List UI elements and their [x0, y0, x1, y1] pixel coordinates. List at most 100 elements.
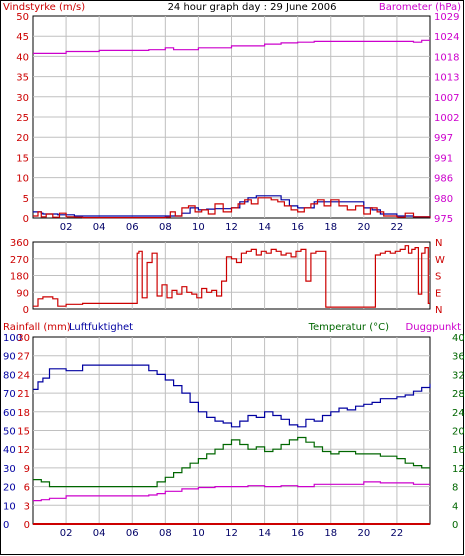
x-tick-label: 10 [192, 222, 205, 233]
compass-tick-label: E [435, 288, 441, 299]
rainfall-tick-label: 9 [24, 464, 30, 475]
compass-tick-label: N [435, 238, 442, 249]
humidity-tick-label: 40 [3, 445, 16, 456]
humidity-tick-label: 70 [3, 389, 16, 400]
temperature-tick-label: 8 [452, 483, 458, 494]
temperature-tick-label: 28 [452, 389, 465, 400]
barometer-tick-label: 980 [434, 194, 453, 205]
wind-tick-label: 5 [23, 194, 29, 205]
dewpoint-series [33, 481, 430, 502]
x-tick-label: 12 [225, 222, 238, 233]
humidity-tick-label: 50 [3, 427, 16, 438]
temperature-tick-label: 0 [452, 520, 458, 531]
x-tick-label: 12 [225, 528, 238, 539]
x-tick-label: 10 [192, 528, 205, 539]
rainfall-tick-label: 27 [17, 352, 30, 363]
humidity-tick-label: 20 [3, 483, 16, 494]
x-tick-label: 16 [291, 528, 304, 539]
x-tick-label: 14 [258, 222, 271, 233]
x-tick-label: 22 [391, 528, 404, 539]
temperature-tick-label: 36 [452, 352, 465, 363]
barometer-tick-label: 975 [434, 214, 453, 225]
x-tick-label: 08 [159, 528, 172, 539]
humidity-tick-label: 80 [3, 370, 16, 381]
wind-tick-label: 30 [16, 93, 29, 104]
temperature-tick-label: 16 [452, 445, 465, 456]
temperature-tick-label: 12 [452, 464, 465, 475]
rainfall-tick-label: 12 [17, 445, 30, 456]
x-tick-label: 04 [93, 528, 106, 539]
x-tick-label: 16 [291, 222, 304, 233]
x-tick-label: 02 [60, 222, 73, 233]
gust-series [33, 197, 431, 219]
direction-series [33, 245, 430, 308]
x-tick-label: 08 [159, 222, 172, 233]
barometer-tick-label: 1002 [434, 113, 459, 124]
wind-tick-label: 15 [16, 153, 29, 164]
rainfall-tick-label: 24 [17, 370, 30, 381]
barometer-tick-label: 1007 [434, 93, 459, 104]
barometer-series [33, 39, 430, 54]
wind-axis-label: Vindstyrke (m/s) [3, 2, 85, 13]
x-tick-label: 02 [60, 528, 73, 539]
temperature-tick-label: 4 [452, 501, 458, 512]
rainfall-tick-label: 18 [17, 408, 30, 419]
humidity-tick-label: 90 [3, 352, 16, 363]
temperature-tick-label: 40 [452, 333, 465, 344]
barometer-tick-label: 1029 [434, 12, 459, 23]
temperature-tick-label: 20 [452, 427, 465, 438]
barometer-tick-label: 1018 [434, 52, 459, 63]
graph-title: 24 hour graph day : 29 June 2006 [168, 2, 337, 13]
compass-tick-label: W [435, 255, 445, 266]
direction-tick-label: 270 [10, 255, 29, 266]
wind-tick-label: 10 [16, 174, 29, 185]
barometer-axis-label: Barometer (hPa) [379, 2, 461, 13]
rainfall-tick-label: 6 [24, 483, 30, 494]
barometer-tick-label: 997 [434, 133, 453, 144]
wind-tick-label: 40 [16, 52, 29, 63]
rainfall-tick-label: 30 [17, 333, 30, 344]
humidity-tick-label: 60 [3, 408, 16, 419]
x-tick-label: 06 [126, 222, 139, 233]
rainfall-tick-label: 21 [17, 389, 30, 400]
wind-tick-label: 20 [16, 133, 29, 144]
barometer-tick-label: 1013 [434, 73, 459, 84]
wind-tick-label: 25 [16, 113, 29, 124]
humidity-series [33, 364, 431, 428]
x-tick-label: 18 [324, 222, 337, 233]
x-tick-label: 14 [258, 528, 271, 539]
barometer-tick-label: 986 [434, 174, 453, 185]
compass-tick-label: S [435, 272, 441, 283]
humidity-tick-label: 30 [3, 464, 16, 475]
barometer-tick-label: 1024 [434, 32, 459, 43]
x-tick-label: 18 [324, 528, 337, 539]
direction-tick-label: 180 [10, 272, 29, 283]
humidity-tick-label: 0 [3, 520, 9, 531]
compass-tick-label: N [435, 305, 442, 316]
rainfall-tick-label: 0 [24, 520, 30, 531]
temperature-axis-label: Temperatur (°C) [308, 322, 389, 333]
x-tick-label: 20 [357, 528, 370, 539]
temperature-tick-label: 32 [452, 370, 465, 381]
humidity-temperature-panel: 0102030405060708090100036912151821242730… [3, 333, 465, 539]
barometer-tick-label: 991 [434, 153, 453, 164]
dewpoint-axis-label: Duggpunkt [406, 322, 462, 333]
humidity-tick-label: 100 [3, 333, 22, 344]
wind-tick-label: 50 [16, 12, 29, 23]
x-tick-label: 04 [93, 222, 106, 233]
temperature-tick-label: 24 [452, 408, 465, 419]
humidity-axis-label: Luftfuktighet [69, 322, 133, 333]
direction-tick-label: 360 [10, 238, 29, 249]
wind-tick-label: 35 [16, 73, 29, 84]
wind-tick-label: 45 [16, 32, 29, 43]
wind-barometer-panel: 0510152025303540455097598098699199710021… [16, 12, 459, 233]
direction-tick-label: 0 [23, 305, 29, 316]
rainfall-tick-label: 3 [24, 501, 30, 512]
rainfall-tick-label: 15 [17, 427, 30, 438]
rainfall-axis-label: Rainfall (mm) [3, 322, 71, 333]
wind-tick-label: 0 [23, 214, 29, 225]
x-tick-label: 22 [391, 222, 404, 233]
humidity-tick-label: 10 [3, 501, 16, 512]
direction-tick-label: 90 [16, 288, 29, 299]
